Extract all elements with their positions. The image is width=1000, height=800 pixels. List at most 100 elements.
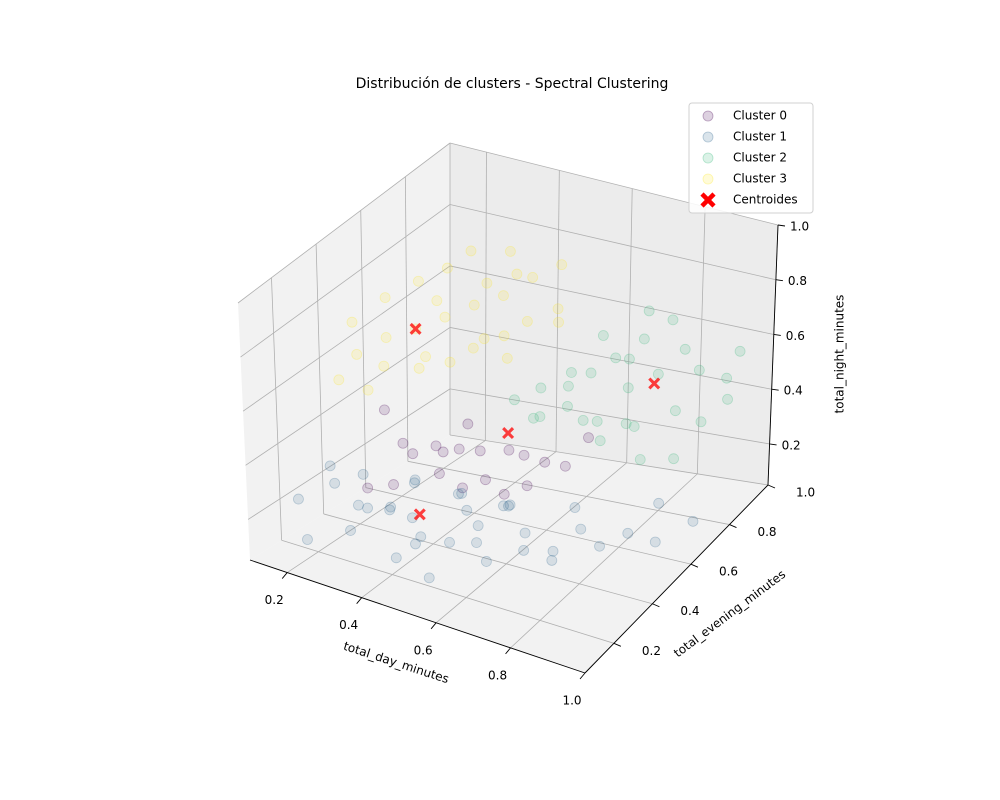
grid-line-y [281,539,615,644]
cluster-2-point [734,345,746,357]
y-tick-label: 0.2 [642,644,661,658]
cluster-1-point [461,504,473,516]
cluster-2-point [594,435,606,447]
cluster-3-point [498,330,510,342]
cluster-3-point [467,342,479,354]
grid-line-z [245,327,451,466]
cluster-2-point [669,405,681,417]
cluster-1-point [385,501,397,513]
cluster-2-point [638,333,650,345]
z-tick-label: 0.2 [782,438,801,452]
cluster-3-point [498,290,509,302]
cluster-0-point [434,468,445,479]
grid-line-z [240,204,451,358]
cluster-0-point [583,432,594,444]
cluster-1-point [345,525,356,536]
cluster-0-point [559,460,571,472]
back-pane [450,143,778,485]
x-tick-label: 0.6 [414,643,433,657]
x-tick-label: 0.8 [488,668,507,682]
cluster-0-point [521,480,533,492]
cluster-0-point [503,444,515,456]
z-axis-line [767,224,779,486]
legend-marker-cluster-3 [702,173,714,185]
x-tick [579,672,586,680]
cluster-3-point [413,275,424,287]
cluster-0-point [457,482,468,494]
chart-title: Distribución de clusters - Spectral Clus… [356,76,669,92]
grid-line-x [696,206,706,474]
cluster-1-point [649,536,661,548]
cluster-3-point [478,333,490,345]
cluster-1-point [547,545,559,557]
grid-line-z [242,265,451,412]
z-tick [775,279,783,282]
cluster-3-point [380,332,392,343]
y-tick-label: 0.4 [680,604,699,618]
z-tick-label: 1.0 [790,220,809,234]
cluster-3-point [379,292,391,304]
legend-box [688,102,814,214]
grid-line-z [449,265,774,335]
cluster-0-point [518,449,530,461]
cluster-3-point [481,277,493,289]
grid-line-y [323,513,653,605]
grid-line-y [315,244,325,514]
z-tick [769,443,777,446]
cluster-3-point [431,295,443,307]
legend-label: Cluster 3 [733,172,787,186]
grid-line-y [365,487,692,565]
y-tick-label: 0.8 [757,525,776,539]
left-pane [238,143,450,560]
cluster-1-point [409,477,420,489]
cluster-3-point [378,360,390,372]
cluster-0-point [379,404,390,416]
grid-line-x [484,152,487,441]
cluster-1-point [481,556,492,567]
cluster-2-point [693,364,705,376]
cluster-3-point [556,259,568,271]
cluster-2-point [622,382,634,394]
grid-line-y [271,277,282,541]
cluster-0-point [388,479,399,490]
grid-line-y [360,210,367,488]
grid-line-x [555,170,560,452]
cluster-3-point [444,356,456,368]
cluster-1-point [415,531,427,543]
cluster-2-point [721,372,733,384]
cluster-3-point [413,362,425,374]
cluster-2-point [643,305,655,317]
cluster-0-point [362,482,374,494]
cluster-2-point [722,393,733,405]
cluster-3-point [468,299,480,311]
floor-pane [250,435,768,673]
x-tick-label: 1.0 [562,694,581,708]
x-tick [430,622,437,630]
cluster-2-point [591,415,603,427]
z-tick [773,334,781,336]
cluster-1-point [653,497,665,509]
cluster-1-point [569,502,581,513]
cluster-3-point [333,374,345,386]
cluster-0-point [397,437,409,449]
x-tick-label: 0.4 [339,618,358,632]
z-tick-label: 0.4 [784,384,803,398]
cluster-1-point [453,488,464,500]
cluster-2-point [562,400,573,412]
cluster-3-point [362,384,374,396]
cluster-1-point [362,502,373,514]
grid-line-z [449,204,776,281]
y-tick [729,524,737,528]
cluster-3-point [465,245,477,257]
cluster-1-point [384,504,396,516]
legend-marker-cluster-2 [702,152,714,164]
cluster-1-point [357,468,369,480]
grid-line-z [237,142,451,304]
grid-line-x [435,462,627,624]
x-tick [505,647,511,655]
cluster-1-point [546,555,558,566]
cluster-3-point [505,245,516,257]
cluster-2-point [535,382,547,394]
legend: Cluster 0 Cluster 1 Cluster 2 Cluster 3 Cent… [688,102,814,214]
